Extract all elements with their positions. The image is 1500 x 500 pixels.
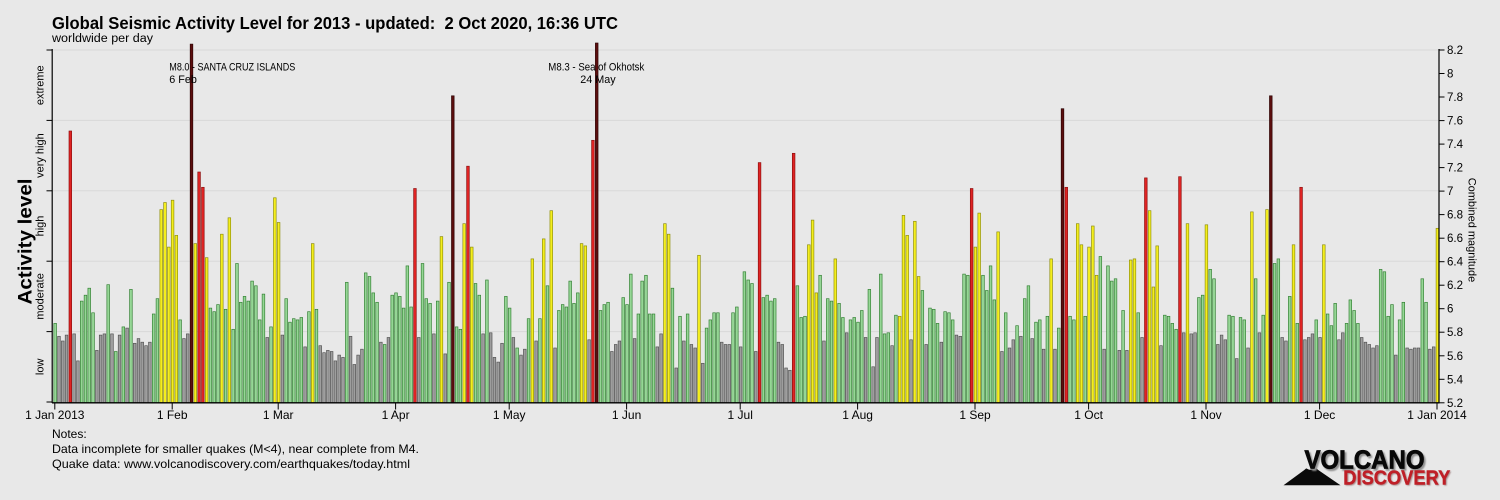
svg-text:extreme: extreme: [35, 65, 47, 105]
svg-text:VOLCANO: VOLCANO: [1306, 448, 1426, 476]
svg-text:8.2: 8.2: [1447, 45, 1463, 57]
svg-text:8: 8: [1447, 69, 1453, 81]
svg-text:VOLCANO: VOLCANO: [1305, 447, 1425, 475]
svg-text:very high: very high: [35, 133, 47, 178]
svg-text:5.4: 5.4: [1447, 374, 1464, 386]
svg-text:7.2: 7.2: [1447, 163, 1463, 175]
svg-text:Data incomplete for smaller qu: Data incomplete for smaller quakes (M<4)…: [52, 442, 419, 456]
svg-text:M8.0 - SANTA CRUZ ISLANDS: M8.0 - SANTA CRUZ ISLANDS: [169, 62, 295, 74]
svg-text:1 Mar: 1 Mar: [263, 408, 294, 422]
svg-text:low: low: [35, 358, 47, 375]
svg-text:Combined magnitude: Combined magnitude: [1466, 178, 1478, 283]
svg-text:1 Jan 2014: 1 Jan 2014: [1407, 408, 1467, 422]
svg-text:7: 7: [1447, 186, 1453, 198]
svg-text:1 Dec: 1 Dec: [1304, 408, 1335, 422]
svg-text:24 May: 24 May: [580, 74, 616, 86]
svg-text:DISCOVERY: DISCOVERY: [1344, 468, 1451, 491]
svg-text:6 Feb: 6 Feb: [169, 74, 197, 86]
svg-text:1 Aug: 1 Aug: [842, 408, 873, 422]
svg-text:5.8: 5.8: [1447, 327, 1463, 339]
svg-text:1 Sep: 1 Sep: [959, 408, 991, 422]
svg-text:Notes:: Notes:: [52, 427, 87, 441]
svg-text:1 Jan 2013: 1 Jan 2013: [25, 408, 85, 422]
svg-text:worldwide per day: worldwide per day: [51, 33, 153, 45]
svg-text:7.8: 7.8: [1447, 92, 1463, 104]
svg-text:moderate: moderate: [35, 273, 47, 319]
svg-text:Activity level: Activity level: [16, 179, 37, 305]
svg-text:6.2: 6.2: [1447, 280, 1463, 292]
svg-text:6.6: 6.6: [1447, 233, 1463, 245]
svg-text:6.4: 6.4: [1447, 257, 1464, 269]
svg-text:high: high: [35, 216, 47, 237]
svg-text:M8.3 - Sea of Okhotsk: M8.3 - Sea of Okhotsk: [548, 62, 645, 74]
svg-text:6: 6: [1447, 304, 1453, 316]
svg-text:Quake data: www.volcanodiscove: Quake data: www.volcanodiscovery.com/ear…: [52, 457, 410, 471]
svg-text:6.8: 6.8: [1447, 210, 1463, 222]
svg-text:1 Oct: 1 Oct: [1074, 408, 1103, 422]
svg-text:Global Seismic Activity Level: Global Seismic Activity Level for 2013 -…: [52, 13, 618, 33]
svg-text:DISCOVERY: DISCOVERY: [1343, 467, 1450, 490]
svg-text:1 May: 1 May: [493, 408, 526, 422]
svg-text:7.4: 7.4: [1447, 139, 1464, 151]
svg-text:1 Nov: 1 Nov: [1190, 408, 1221, 422]
svg-text:7.6: 7.6: [1447, 116, 1463, 128]
svg-text:1 Jun: 1 Jun: [612, 408, 641, 422]
svg-text:1 Feb: 1 Feb: [157, 408, 188, 422]
svg-text:5.6: 5.6: [1447, 351, 1463, 363]
svg-text:1 Apr: 1 Apr: [382, 408, 410, 422]
svg-text:1 Jul: 1 Jul: [728, 408, 753, 422]
svg-text:5.2: 5.2: [1447, 398, 1463, 410]
